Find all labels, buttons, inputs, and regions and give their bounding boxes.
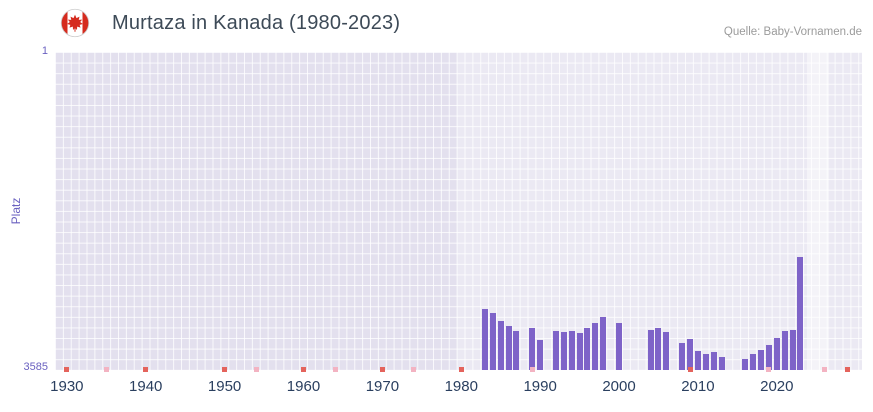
bar-1996[interactable] bbox=[584, 327, 591, 370]
bar-2022[interactable] bbox=[789, 329, 796, 370]
canada-flag-icon bbox=[60, 8, 90, 38]
x-tick-1960: 1960 bbox=[286, 378, 321, 395]
no-rank-mark-1974 bbox=[411, 367, 417, 372]
bar-1984[interactable] bbox=[489, 312, 496, 370]
x-tick-1950: 1950 bbox=[207, 378, 242, 395]
x-tick-1930: 1930 bbox=[50, 378, 84, 395]
bar-1986[interactable] bbox=[505, 326, 512, 370]
no-rank-mark-1964 bbox=[332, 367, 338, 372]
y-axis-title: Platz bbox=[9, 197, 23, 225]
x-tick-1970: 1970 bbox=[365, 378, 400, 395]
no-rank-mark-1980 bbox=[458, 367, 464, 372]
bar-2010[interactable] bbox=[694, 350, 701, 370]
no-rank-mark-1930 bbox=[64, 367, 70, 372]
no-rank-marks-layer bbox=[55, 52, 862, 372]
bar-2005[interactable] bbox=[655, 327, 662, 370]
no-rank-mark-2009 bbox=[687, 367, 693, 372]
bar-2004[interactable] bbox=[647, 329, 654, 370]
plot-area[interactable] bbox=[55, 52, 862, 372]
no-rank-mark-2029 bbox=[845, 367, 851, 372]
bar-2023[interactable] bbox=[797, 256, 804, 370]
bar-2012[interactable] bbox=[710, 351, 717, 370]
bar-1993[interactable] bbox=[560, 332, 567, 370]
y-tick-top: 1 bbox=[41, 45, 48, 57]
bar-1987[interactable] bbox=[513, 331, 520, 370]
bar-2000[interactable] bbox=[616, 322, 623, 370]
bar-1994[interactable] bbox=[568, 330, 575, 370]
no-rank-mark-1989 bbox=[529, 367, 535, 372]
x-tick-1980: 1980 bbox=[444, 378, 478, 395]
no-rank-mark-2026 bbox=[821, 367, 827, 372]
bar-2006[interactable] bbox=[663, 332, 670, 370]
bar-1983[interactable] bbox=[481, 309, 488, 370]
bar-2021[interactable] bbox=[781, 330, 788, 370]
bar-1992[interactable] bbox=[552, 330, 559, 370]
bar-1990[interactable] bbox=[537, 340, 544, 370]
bar-2019[interactable] bbox=[765, 344, 772, 370]
bar-2011[interactable] bbox=[702, 353, 709, 370]
x-tick-1990: 1990 bbox=[523, 378, 557, 395]
bar-2020[interactable] bbox=[773, 337, 780, 370]
no-rank-mark-2019 bbox=[766, 367, 772, 372]
y-tick-bottom: 3585 bbox=[23, 361, 48, 373]
bar-1985[interactable] bbox=[497, 320, 504, 370]
bar-1989[interactable] bbox=[529, 327, 536, 370]
no-rank-mark-1940 bbox=[143, 367, 149, 372]
x-tick-2010: 2010 bbox=[681, 378, 715, 395]
bar-2016[interactable] bbox=[742, 358, 749, 370]
bar-2013[interactable] bbox=[718, 357, 725, 370]
bar-2009[interactable] bbox=[687, 339, 694, 370]
bar-2008[interactable] bbox=[679, 342, 686, 370]
no-rank-mark-1935 bbox=[103, 367, 109, 372]
bar-2018[interactable] bbox=[758, 350, 765, 370]
plot-gridlines bbox=[55, 52, 862, 370]
bar-2017[interactable] bbox=[750, 354, 757, 370]
chart-title: Murtaza in Kanada (1980-2023) bbox=[112, 12, 401, 34]
no-rank-mark-1960 bbox=[300, 367, 306, 372]
bars-layer bbox=[55, 52, 862, 370]
x-axis: 1930 1940 1950 1960 1970 1980 1990 2000 2010 2020 bbox=[50, 378, 862, 402]
x-tick-2020: 2020 bbox=[760, 378, 794, 395]
no-rank-mark-1970 bbox=[379, 367, 385, 372]
bar-1998[interactable] bbox=[600, 317, 607, 370]
source-attribution: Quelle: Baby-Vornamen.de bbox=[723, 26, 862, 38]
x-tick-2000: 2000 bbox=[602, 378, 636, 395]
x-tick-1940: 1940 bbox=[129, 378, 163, 395]
no-rank-mark-1950 bbox=[222, 367, 228, 372]
bar-1995[interactable] bbox=[576, 333, 583, 370]
no-rank-mark-1954 bbox=[253, 367, 259, 372]
bar-1997[interactable] bbox=[592, 322, 599, 370]
